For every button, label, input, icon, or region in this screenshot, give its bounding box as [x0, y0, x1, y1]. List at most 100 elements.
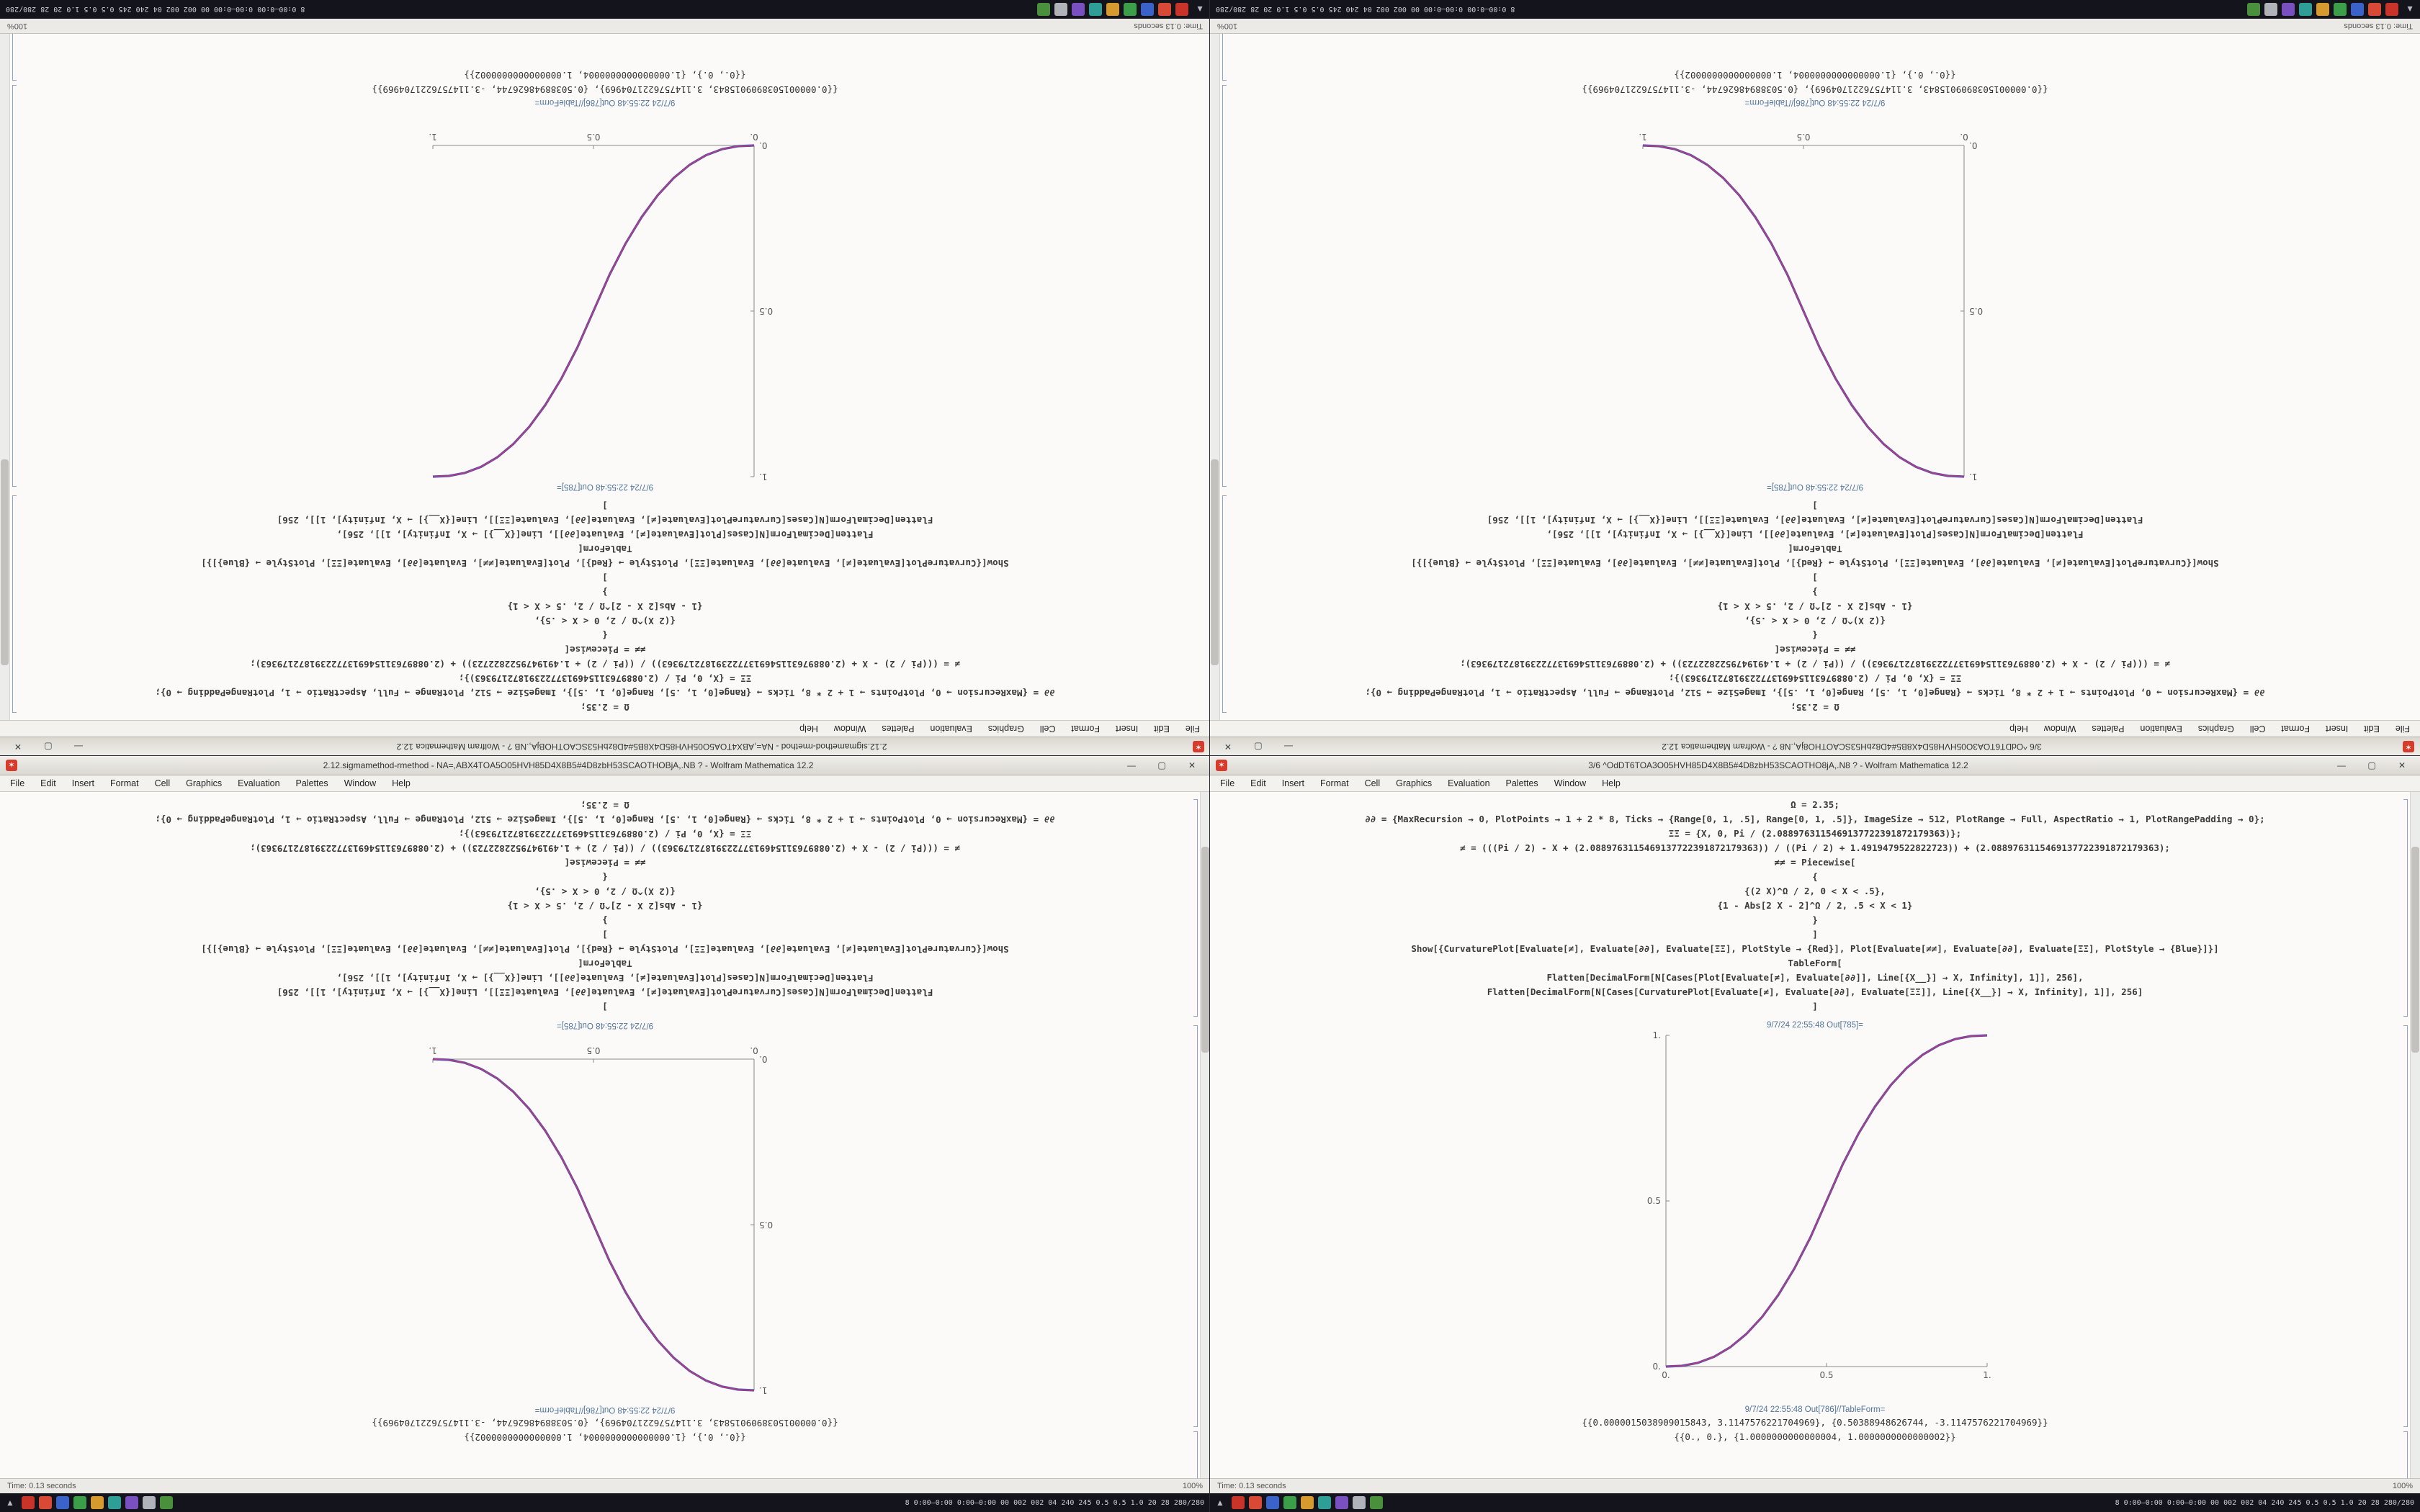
- code-line[interactable]: Flatten[DecimalForm[N[Cases[Plot[Evaluat…: [336, 529, 874, 540]
- app-icon[interactable]: [1265, 1496, 1279, 1509]
- minimize-button[interactable]: —: [1127, 760, 1136, 770]
- code-line[interactable]: Flatten[DecimalForm[N[Cases[CurvaturePlo…: [1487, 515, 2143, 526]
- cell-bracket[interactable]: [12, 85, 17, 487]
- start-menu-icon[interactable]: ▲: [2406, 4, 2414, 14]
- code-line[interactable]: Flatten[DecimalForm[N[Cases[CurvaturePlo…: [277, 515, 933, 526]
- minimize-button[interactable]: —: [2337, 760, 2346, 770]
- app-icon[interactable]: [1037, 3, 1051, 16]
- app-icon[interactable]: [38, 1496, 52, 1509]
- code-line[interactable]: ]: [602, 1002, 608, 1012]
- code-line[interactable]: Flatten[DecimalForm[N[Cases[Plot[Evaluat…: [1546, 529, 2084, 540]
- app-icon[interactable]: [1141, 3, 1155, 16]
- code-line[interactable]: Ω = 2.35;: [581, 800, 629, 811]
- app-icon[interactable]: [2247, 3, 2261, 16]
- code-line[interactable]: Show[{CurvaturePlot[Evaluate[≠], Evaluat…: [201, 944, 1009, 955]
- code-line[interactable]: {1 - Abs[2 X - 2]^Ω / 2, .5 < X < 1}: [1717, 601, 1913, 612]
- code-line[interactable]: {1 - Abs[2 X - 2]^Ω / 2, .5 < X < 1}: [507, 901, 703, 912]
- cell-bracket[interactable]: [1222, 495, 1227, 713]
- app-icon[interactable]: [1124, 3, 1137, 16]
- menu-item-cell[interactable]: Cell: [154, 778, 171, 788]
- scrollbar[interactable]: [1200, 792, 1210, 1478]
- app-icon[interactable]: [1248, 1496, 1262, 1509]
- code-line[interactable]: Flatten[DecimalForm[N[Cases[Plot[Evaluat…: [1546, 972, 2084, 983]
- code-line[interactable]: ]: [1812, 572, 1818, 583]
- menu-item-palettes[interactable]: Palettes: [1505, 778, 1538, 788]
- app-icon[interactable]: [1175, 3, 1189, 16]
- menu-item-window[interactable]: Window: [344, 778, 377, 788]
- code-line[interactable]: ≠ = (((Pi / 2) - X + (2.0889763115469137…: [250, 659, 960, 670]
- code-line[interactable]: ]: [602, 572, 608, 583]
- code-line[interactable]: ]: [602, 930, 608, 940]
- app-icon[interactable]: [2385, 3, 2399, 16]
- code-line[interactable]: {1 - Abs[2 X - 2]^Ω / 2, .5 < X < 1}: [1717, 900, 1913, 911]
- menu-item-window[interactable]: Window: [833, 724, 866, 734]
- code-line[interactable]: Show[{CurvaturePlot[Evaluate[≠], Evaluat…: [1411, 558, 2219, 569]
- close-button[interactable]: ✕: [2398, 760, 2406, 770]
- code-line[interactable]: {: [1812, 630, 1818, 641]
- code-line[interactable]: TableForm[: [1788, 958, 1842, 968]
- scrollbar-thumb[interactable]: [1, 459, 9, 665]
- cell-bracket[interactable]: [1193, 1431, 1198, 1478]
- code-line[interactable]: ]: [1812, 500, 1818, 511]
- cell-bracket[interactable]: [2403, 1431, 2408, 1478]
- menu-item-graphics[interactable]: Graphics: [186, 778, 223, 788]
- code-line[interactable]: {(2 X)^Ω / 2, 0 < X < .5},: [1744, 886, 1886, 896]
- cell-bracket[interactable]: [2403, 1025, 2408, 1427]
- code-line[interactable]: ΞΞ = {X, 0, Pi / (2.08897631154691377223…: [458, 829, 752, 840]
- cell-bracket[interactable]: [1193, 1025, 1198, 1427]
- menu-item-insert[interactable]: Insert: [2326, 724, 2349, 734]
- code-line[interactable]: ≠≠ = Piecewise[: [1774, 644, 1856, 655]
- menu-item-insert[interactable]: Insert: [1116, 724, 1139, 734]
- cell-bracket[interactable]: [2403, 799, 2408, 1017]
- menu-item-format[interactable]: Format: [1319, 778, 1349, 788]
- menu-item-graphics[interactable]: Graphics: [2197, 724, 2234, 734]
- app-icon[interactable]: [1317, 1496, 1331, 1509]
- scrollbar[interactable]: [1210, 34, 1220, 720]
- app-icon[interactable]: [1369, 1496, 1383, 1509]
- scrollbar-thumb[interactable]: [2411, 847, 2419, 1053]
- app-icon[interactable]: [1231, 1496, 1245, 1509]
- menu-item-help[interactable]: Help: [2009, 724, 2028, 734]
- start-menu-icon[interactable]: ▲: [6, 1498, 14, 1508]
- menu-item-evaluation[interactable]: Evaluation: [930, 724, 972, 734]
- app-icon[interactable]: [2299, 3, 2313, 16]
- scrollbar-thumb[interactable]: [1211, 459, 1219, 665]
- close-button[interactable]: ✕: [1224, 742, 1232, 752]
- code-line[interactable]: Ω = 2.35;: [1791, 702, 1839, 713]
- code-line[interactable]: {1 - Abs[2 X - 2]^Ω / 2, .5 < X < 1}: [507, 601, 703, 612]
- app-icon[interactable]: [107, 1496, 121, 1509]
- app-icon[interactable]: [2351, 3, 2365, 16]
- app-icon[interactable]: [1335, 1496, 1348, 1509]
- menu-item-edit[interactable]: Edit: [40, 778, 56, 788]
- app-icon[interactable]: [1089, 3, 1103, 16]
- menu-item-graphics[interactable]: Graphics: [987, 724, 1024, 734]
- code-line[interactable]: {(2 X)^Ω / 2, 0 < X < .5},: [1744, 616, 1886, 626]
- code-line[interactable]: Show[{CurvaturePlot[Evaluate[≠], Evaluat…: [1411, 943, 2219, 954]
- menu-item-cell[interactable]: Cell: [1039, 724, 1056, 734]
- code-line[interactable]: {: [602, 630, 608, 641]
- scrollbar[interactable]: [0, 34, 10, 720]
- app-icon[interactable]: [1158, 3, 1172, 16]
- code-line[interactable]: ]: [602, 500, 608, 511]
- menu-item-format[interactable]: Format: [1071, 724, 1101, 734]
- code-line[interactable]: TableForm[: [578, 958, 632, 969]
- menu-item-window[interactable]: Window: [1554, 778, 1587, 788]
- code-line[interactable]: {: [1812, 871, 1818, 882]
- minimize-button[interactable]: —: [74, 742, 83, 752]
- maximize-button[interactable]: ▢: [44, 742, 53, 752]
- cell-bracket[interactable]: [1193, 799, 1198, 1017]
- code-line[interactable]: Ω = 2.35;: [581, 702, 629, 713]
- menu-item-evaluation[interactable]: Evaluation: [1448, 778, 1490, 788]
- code-line[interactable]: Flatten[DecimalForm[N[Cases[CurvaturePlo…: [277, 987, 933, 998]
- maximize-button[interactable]: ▢: [2367, 760, 2376, 770]
- code-line[interactable]: {(2 X)^Ω / 2, 0 < X < .5},: [534, 886, 676, 897]
- menu-item-insert[interactable]: Insert: [71, 778, 94, 788]
- menu-item-help[interactable]: Help: [392, 778, 411, 788]
- code-line[interactable]: ∂∂ = {MaxRecursion → 0, PlotPoints → 1 +…: [1365, 814, 2265, 824]
- minimize-button[interactable]: —: [1284, 742, 1293, 752]
- menu-item-palettes[interactable]: Palettes: [882, 724, 915, 734]
- code-line[interactable]: ]: [1812, 1001, 1818, 1012]
- app-icon[interactable]: [1054, 3, 1068, 16]
- app-icon[interactable]: [1300, 1496, 1314, 1509]
- code-line[interactable]: }: [602, 587, 608, 598]
